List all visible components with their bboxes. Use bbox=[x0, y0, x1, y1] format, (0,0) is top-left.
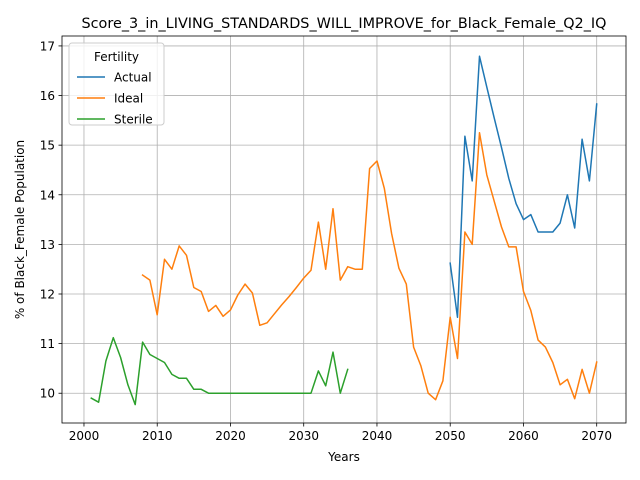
y-tick-label: 15 bbox=[40, 139, 55, 153]
legend-label-actual: Actual bbox=[114, 71, 152, 85]
y-tick-label: 12 bbox=[40, 288, 55, 302]
x-tick-label: 2020 bbox=[215, 429, 246, 443]
y-axis-label: % of Black_Female Population bbox=[13, 140, 27, 319]
plot-frame bbox=[61, 35, 627, 424]
y-tick-label: 11 bbox=[40, 337, 55, 351]
x-tick-label: 2070 bbox=[581, 429, 612, 443]
legend-box bbox=[68, 42, 165, 126]
y-tick-label: 14 bbox=[40, 188, 55, 202]
y-tick-label: 16 bbox=[40, 89, 55, 103]
y-tick-label: 13 bbox=[40, 238, 55, 252]
x-tick-label: 2010 bbox=[142, 429, 173, 443]
legend: Fertility Actual Ideal Sterile bbox=[68, 42, 165, 127]
chart-title: Score_3_in_LIVING_STANDARDS_WILL_IMPROVE… bbox=[82, 16, 607, 32]
x-tick-label: 2000 bbox=[69, 429, 100, 443]
x-axis-ticks: 2000 2010 2020 2030 2040 2050 2060 2070 bbox=[69, 423, 612, 443]
legend-label-ideal: Ideal bbox=[114, 92, 143, 106]
series-line-ideal bbox=[141, 131, 598, 401]
grid bbox=[62, 36, 626, 423]
legend-title: Fertility bbox=[94, 50, 139, 64]
y-axis-ticks: 10 11 12 13 14 15 16 17 bbox=[40, 39, 62, 401]
y-tick-label: 10 bbox=[40, 387, 55, 401]
y-tick-label: 17 bbox=[40, 39, 55, 53]
legend-items: Actual Ideal Sterile bbox=[77, 71, 153, 127]
series-line-actual bbox=[449, 55, 598, 319]
legend-label-sterile: Sterile bbox=[114, 113, 153, 127]
x-tick-label: 2050 bbox=[435, 429, 466, 443]
x-axis-label: Years bbox=[327, 450, 360, 464]
series-line-sterile bbox=[90, 336, 349, 406]
x-tick-label: 2060 bbox=[508, 429, 539, 443]
x-tick-label: 2030 bbox=[288, 429, 319, 443]
x-tick-label: 2040 bbox=[362, 429, 393, 443]
series-lines bbox=[90, 55, 598, 406]
